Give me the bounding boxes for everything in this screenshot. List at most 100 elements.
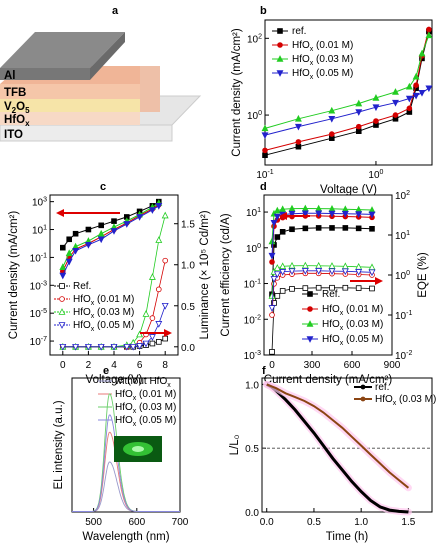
ce-point-d-3-10 <box>368 211 376 219</box>
ce-point-d-0-7 <box>329 225 335 231</box>
jv-point-c-0-2 <box>72 230 79 237</box>
point-b-3-0 <box>261 132 269 140</box>
ce-point-d-3-6 <box>315 210 323 218</box>
y2-tick-label-d-3: 101 <box>395 230 410 242</box>
jv-point-c-3-9 <box>155 203 163 210</box>
legend-label-f-1: HfOx (0.03 M) <box>375 394 436 407</box>
ce-point-d-0-5 <box>302 225 309 232</box>
y-axis-label-e: EL intensity (a.u.) <box>53 400 65 489</box>
point-b-0-1 <box>295 143 302 150</box>
point-b-3-3 <box>355 109 363 116</box>
legend-label-e-2: HfOx (0.03 M) <box>115 402 176 415</box>
x-tick-label-c-4: 8 <box>162 360 168 371</box>
point-b-2-5 <box>392 88 399 95</box>
point-b-3-5 <box>392 99 399 107</box>
point-b-1-5 <box>392 112 399 118</box>
legend-marker-f-1 <box>360 396 366 402</box>
layer-label-v2o5: V2O5 <box>4 101 30 115</box>
spectrum-line-e-3 <box>72 414 180 512</box>
point-b-3-9 <box>425 85 433 93</box>
tfb-right-face <box>140 66 160 112</box>
lum-point-c-2-10 <box>155 236 163 243</box>
y2-tick-label-c-3: 1.5 <box>181 220 195 231</box>
ce-point-d-3-5 <box>301 210 309 218</box>
lum-point-c-3-8 <box>142 340 150 348</box>
ce-point-d-3-9 <box>355 211 363 218</box>
legend-label-c-1: HfOx (0.01 M) <box>73 294 134 307</box>
panel-letter-f: f <box>262 365 266 377</box>
lum-point-c-3-0 <box>59 343 67 351</box>
x-tick-label-c-1: 2 <box>86 360 92 371</box>
jv-point-c-3-8 <box>148 207 156 214</box>
ce-point-d-1-0 <box>269 259 275 265</box>
y2-tick-label-d-2: 100 <box>395 270 410 282</box>
eqe-point-d-2-2 <box>273 264 281 271</box>
jv-line-c-3 <box>62 205 160 276</box>
legend-marker-d-2 <box>306 320 314 327</box>
point-b-2-9 <box>425 31 433 39</box>
al-layer-top <box>0 32 125 68</box>
y2-tick-label-c-2: 1.0 <box>181 261 195 272</box>
point-b-0-3 <box>355 128 362 134</box>
point-b-3-2 <box>328 115 336 123</box>
x-tick-label-d-3: 900 <box>384 360 401 371</box>
ce-point-d-0-2 <box>274 234 281 240</box>
legend-label-b-3: HfOx (0.05 M) <box>292 68 353 81</box>
series-line-f-1 <box>266 383 410 489</box>
eqe-point-d-1-0 <box>269 312 275 318</box>
arrow-right-head-c <box>164 329 172 337</box>
eqe-point-d-0-4 <box>289 286 295 292</box>
legend-label-b-1: HfOx (0.01 M) <box>292 40 353 53</box>
point-b-2-0 <box>261 124 269 132</box>
layer-label-tfb: TFB <box>4 87 26 99</box>
lum-point-c-3-1 <box>72 343 80 351</box>
eqe-point-d-3-8 <box>341 268 349 276</box>
y-tick-label-d-3: 100 <box>246 243 261 255</box>
jv-point-c-0-5 <box>111 218 117 224</box>
x-tick-label-b-0: 10-1 <box>256 169 273 181</box>
al-layer-right <box>90 32 125 80</box>
x-tick-label-b-1: 100 <box>368 169 383 181</box>
ce-point-d-0-10 <box>369 225 375 232</box>
point-b-2-6 <box>405 82 413 90</box>
lum-point-c-3-11 <box>161 302 169 310</box>
lum-point-c-2-11 <box>161 211 169 219</box>
al-layer-front <box>0 68 90 80</box>
series-line-f-0 <box>265 383 409 514</box>
point-b-3-7 <box>412 92 420 100</box>
x-axis-label-f: Time (h) <box>326 531 369 543</box>
hfox-layer-front <box>0 112 140 125</box>
legend-label-b-0: ref. <box>292 26 306 37</box>
point-b-3-6 <box>405 95 413 103</box>
lum-point-c-2-7 <box>136 330 144 338</box>
x-tick-label-c-3: 6 <box>137 360 143 371</box>
legend-marker-c-3 <box>58 322 66 329</box>
chart-panel-d: 0 300 600 900 10-3 10-2 10-1 100 101 10-2 10-1 100 1… <box>220 190 429 386</box>
y2-tick-label-d-4: 102 <box>395 190 410 202</box>
tfb-layer-front <box>0 84 140 99</box>
lum-point-c-2-8 <box>142 310 150 317</box>
eqe-point-d-3-10 <box>368 269 376 277</box>
panel-letter-c: c <box>100 181 106 193</box>
legend-marker-c-1 <box>59 296 65 302</box>
x-tick-label-f-0: 0.0 <box>260 517 274 528</box>
legend-label-c-3: HfOx (0.05 M) <box>73 320 134 333</box>
point-b-2-4 <box>372 94 380 101</box>
panel-letter-d: d <box>260 181 267 193</box>
lum-point-c-0-11 <box>162 335 169 342</box>
series-line-b-0 <box>264 31 430 156</box>
x-axis-label-b: Voltage (V) <box>320 184 377 196</box>
point-b-2-8 <box>418 49 426 57</box>
point-b-2-3 <box>355 99 363 107</box>
x-tick-label-f-3: 1.5 <box>401 517 415 528</box>
legend-label-e-3: HfOx (0.05 M) <box>115 415 176 428</box>
chart-panel-b: 10-1 100 100 102 Voltage (V) Current density … <box>231 19 433 196</box>
ce-line-d-1 <box>271 215 373 263</box>
eqe-point-d-3-2 <box>273 271 281 279</box>
ce-point-d-3-8 <box>341 210 349 218</box>
jv-point-c-0-3 <box>85 226 92 233</box>
jv-line-c-1 <box>62 204 160 272</box>
lum-point-c-1-11 <box>162 257 169 264</box>
eqe-point-d-0-8 <box>342 284 349 291</box>
eqe-point-d-2-0 <box>268 292 276 299</box>
